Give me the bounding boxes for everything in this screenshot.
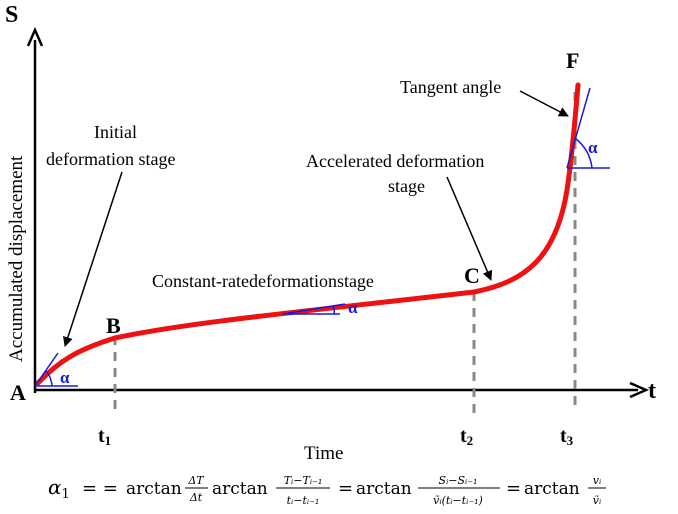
tick-label-t2: t2	[460, 425, 473, 448]
arrow-tangent	[519, 90, 569, 117]
point-label-A: A	[10, 380, 26, 405]
tick-label-t1: t1	[98, 425, 111, 448]
angle-label-A: α	[60, 368, 70, 387]
tick-label-t3: t3	[560, 425, 574, 448]
x-axis-symbol: t	[648, 378, 656, 404]
frac3-num: Sᵢ−Sᵢ₋₁	[439, 474, 478, 487]
point-label-B: B	[106, 313, 121, 338]
formula-arctan-2: arctan	[212, 479, 268, 499]
annotation-initial-line1: Initial	[94, 122, 137, 142]
y-axis-arrowhead	[26, 26, 44, 47]
formula-eq-2: =	[338, 478, 353, 499]
angle-arc-A	[45, 370, 53, 387]
formula-arctan-3: arctan	[356, 479, 412, 499]
frac4-num: vᵢ	[593, 474, 601, 487]
frac2-den: tᵢ−tᵢ₋₁	[287, 494, 320, 507]
tangent-line-F	[566, 87, 591, 169]
angle-label-F: α	[588, 138, 598, 157]
frac2-num: Tᵢ−Tᵢ₋₁	[284, 474, 323, 487]
point-label-C: C	[464, 263, 480, 288]
formula-eq: = =	[82, 478, 118, 499]
annotation-tangent-angle: Tangent angle	[400, 77, 501, 97]
frac4-den: ṽᵢ	[593, 494, 601, 507]
annotation-initial-line2: deformation stage	[46, 149, 175, 169]
x-axis-arrowhead	[629, 381, 650, 399]
frac1-num: ΔT	[187, 474, 205, 487]
annotation-accelerated-line2: stage	[388, 176, 425, 196]
annotation-constant-stage: Constant-ratedeformationstage	[152, 271, 374, 291]
tangent-line-mid	[282, 303, 346, 315]
x-axis-label: Time	[304, 443, 343, 464]
formula-lhs: α1	[48, 475, 70, 502]
formula-arctan-1: arctan	[126, 479, 182, 499]
y-axis-symbol: S	[5, 2, 18, 28]
annotation-accelerated-line1: Accelerated deformation	[306, 151, 484, 171]
angle-label-mid: α	[348, 298, 358, 317]
frac1-den: Δt	[189, 491, 203, 504]
displacement-curve	[35, 82, 581, 386]
point-label-F: F	[566, 48, 579, 73]
tangent-line-A	[34, 352, 59, 387]
formula-arctan-4: arctan	[524, 479, 580, 499]
frac3-den: ṽᵢ(tᵢ−tᵢ₋₁)	[433, 494, 483, 507]
y-axis-label: Accumulated displacement	[6, 155, 27, 362]
arrow-accelerated	[446, 176, 493, 281]
formula: α1 = = arctan ΔT Δt arctan Tᵢ−Tᵢ₋₁ tᵢ−tᵢ…	[48, 474, 606, 507]
angle-arc-mid	[332, 305, 336, 315]
angle-arc-F	[574, 137, 593, 169]
arrow-initial	[63, 171, 123, 347]
formula-eq-3: =	[506, 478, 521, 499]
